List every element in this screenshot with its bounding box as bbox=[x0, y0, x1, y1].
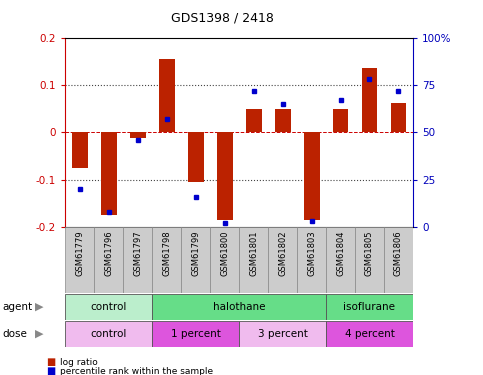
Text: GSM61803: GSM61803 bbox=[307, 231, 316, 276]
Bar bbox=[275, 110, 291, 132]
Text: 4 percent: 4 percent bbox=[344, 329, 395, 339]
Text: GDS1398 / 2418: GDS1398 / 2418 bbox=[171, 11, 273, 24]
Bar bbox=[304, 132, 320, 220]
Text: control: control bbox=[90, 302, 127, 312]
Text: GSM61805: GSM61805 bbox=[365, 231, 374, 276]
FancyBboxPatch shape bbox=[326, 321, 413, 347]
Text: halothane: halothane bbox=[213, 302, 265, 312]
FancyBboxPatch shape bbox=[355, 227, 384, 292]
Text: ■: ■ bbox=[46, 357, 55, 367]
Bar bbox=[216, 132, 233, 220]
FancyBboxPatch shape bbox=[123, 227, 152, 292]
Text: control: control bbox=[90, 329, 127, 339]
Bar bbox=[71, 132, 88, 168]
Text: GSM61797: GSM61797 bbox=[133, 231, 142, 276]
Bar bbox=[333, 110, 349, 132]
Text: ▶: ▶ bbox=[35, 302, 43, 312]
Text: dose: dose bbox=[2, 329, 28, 339]
Text: log ratio: log ratio bbox=[60, 358, 98, 367]
FancyBboxPatch shape bbox=[65, 321, 152, 347]
Text: 1 percent: 1 percent bbox=[170, 329, 221, 339]
FancyBboxPatch shape bbox=[210, 227, 239, 292]
Text: GSM61798: GSM61798 bbox=[162, 231, 171, 276]
FancyBboxPatch shape bbox=[297, 227, 326, 292]
Text: GSM61800: GSM61800 bbox=[220, 231, 229, 276]
Text: GSM61801: GSM61801 bbox=[249, 231, 258, 276]
FancyBboxPatch shape bbox=[152, 321, 239, 347]
Bar bbox=[361, 68, 378, 132]
FancyBboxPatch shape bbox=[152, 227, 181, 292]
Bar bbox=[101, 132, 117, 215]
FancyBboxPatch shape bbox=[65, 294, 152, 320]
Bar bbox=[246, 110, 262, 132]
Text: GSM61802: GSM61802 bbox=[278, 231, 287, 276]
FancyBboxPatch shape bbox=[239, 227, 268, 292]
FancyBboxPatch shape bbox=[181, 227, 210, 292]
Bar bbox=[158, 59, 175, 132]
FancyBboxPatch shape bbox=[326, 294, 413, 320]
Text: GSM61806: GSM61806 bbox=[394, 231, 403, 276]
Text: agent: agent bbox=[2, 302, 32, 312]
FancyBboxPatch shape bbox=[384, 227, 413, 292]
FancyBboxPatch shape bbox=[152, 294, 326, 320]
FancyBboxPatch shape bbox=[65, 227, 94, 292]
FancyBboxPatch shape bbox=[326, 227, 355, 292]
Text: GSM61799: GSM61799 bbox=[191, 231, 200, 276]
Text: 3 percent: 3 percent bbox=[257, 329, 308, 339]
Bar bbox=[129, 132, 146, 138]
FancyBboxPatch shape bbox=[239, 321, 326, 347]
FancyBboxPatch shape bbox=[94, 227, 123, 292]
FancyBboxPatch shape bbox=[268, 227, 297, 292]
Bar bbox=[391, 103, 407, 132]
Text: GSM61804: GSM61804 bbox=[336, 231, 345, 276]
Text: percentile rank within the sample: percentile rank within the sample bbox=[60, 367, 213, 375]
Text: isoflurane: isoflurane bbox=[343, 302, 396, 312]
Text: GSM61779: GSM61779 bbox=[75, 231, 84, 276]
Bar bbox=[188, 132, 204, 182]
Text: GSM61796: GSM61796 bbox=[104, 231, 113, 276]
Text: ■: ■ bbox=[46, 366, 55, 375]
Text: ▶: ▶ bbox=[35, 329, 43, 339]
